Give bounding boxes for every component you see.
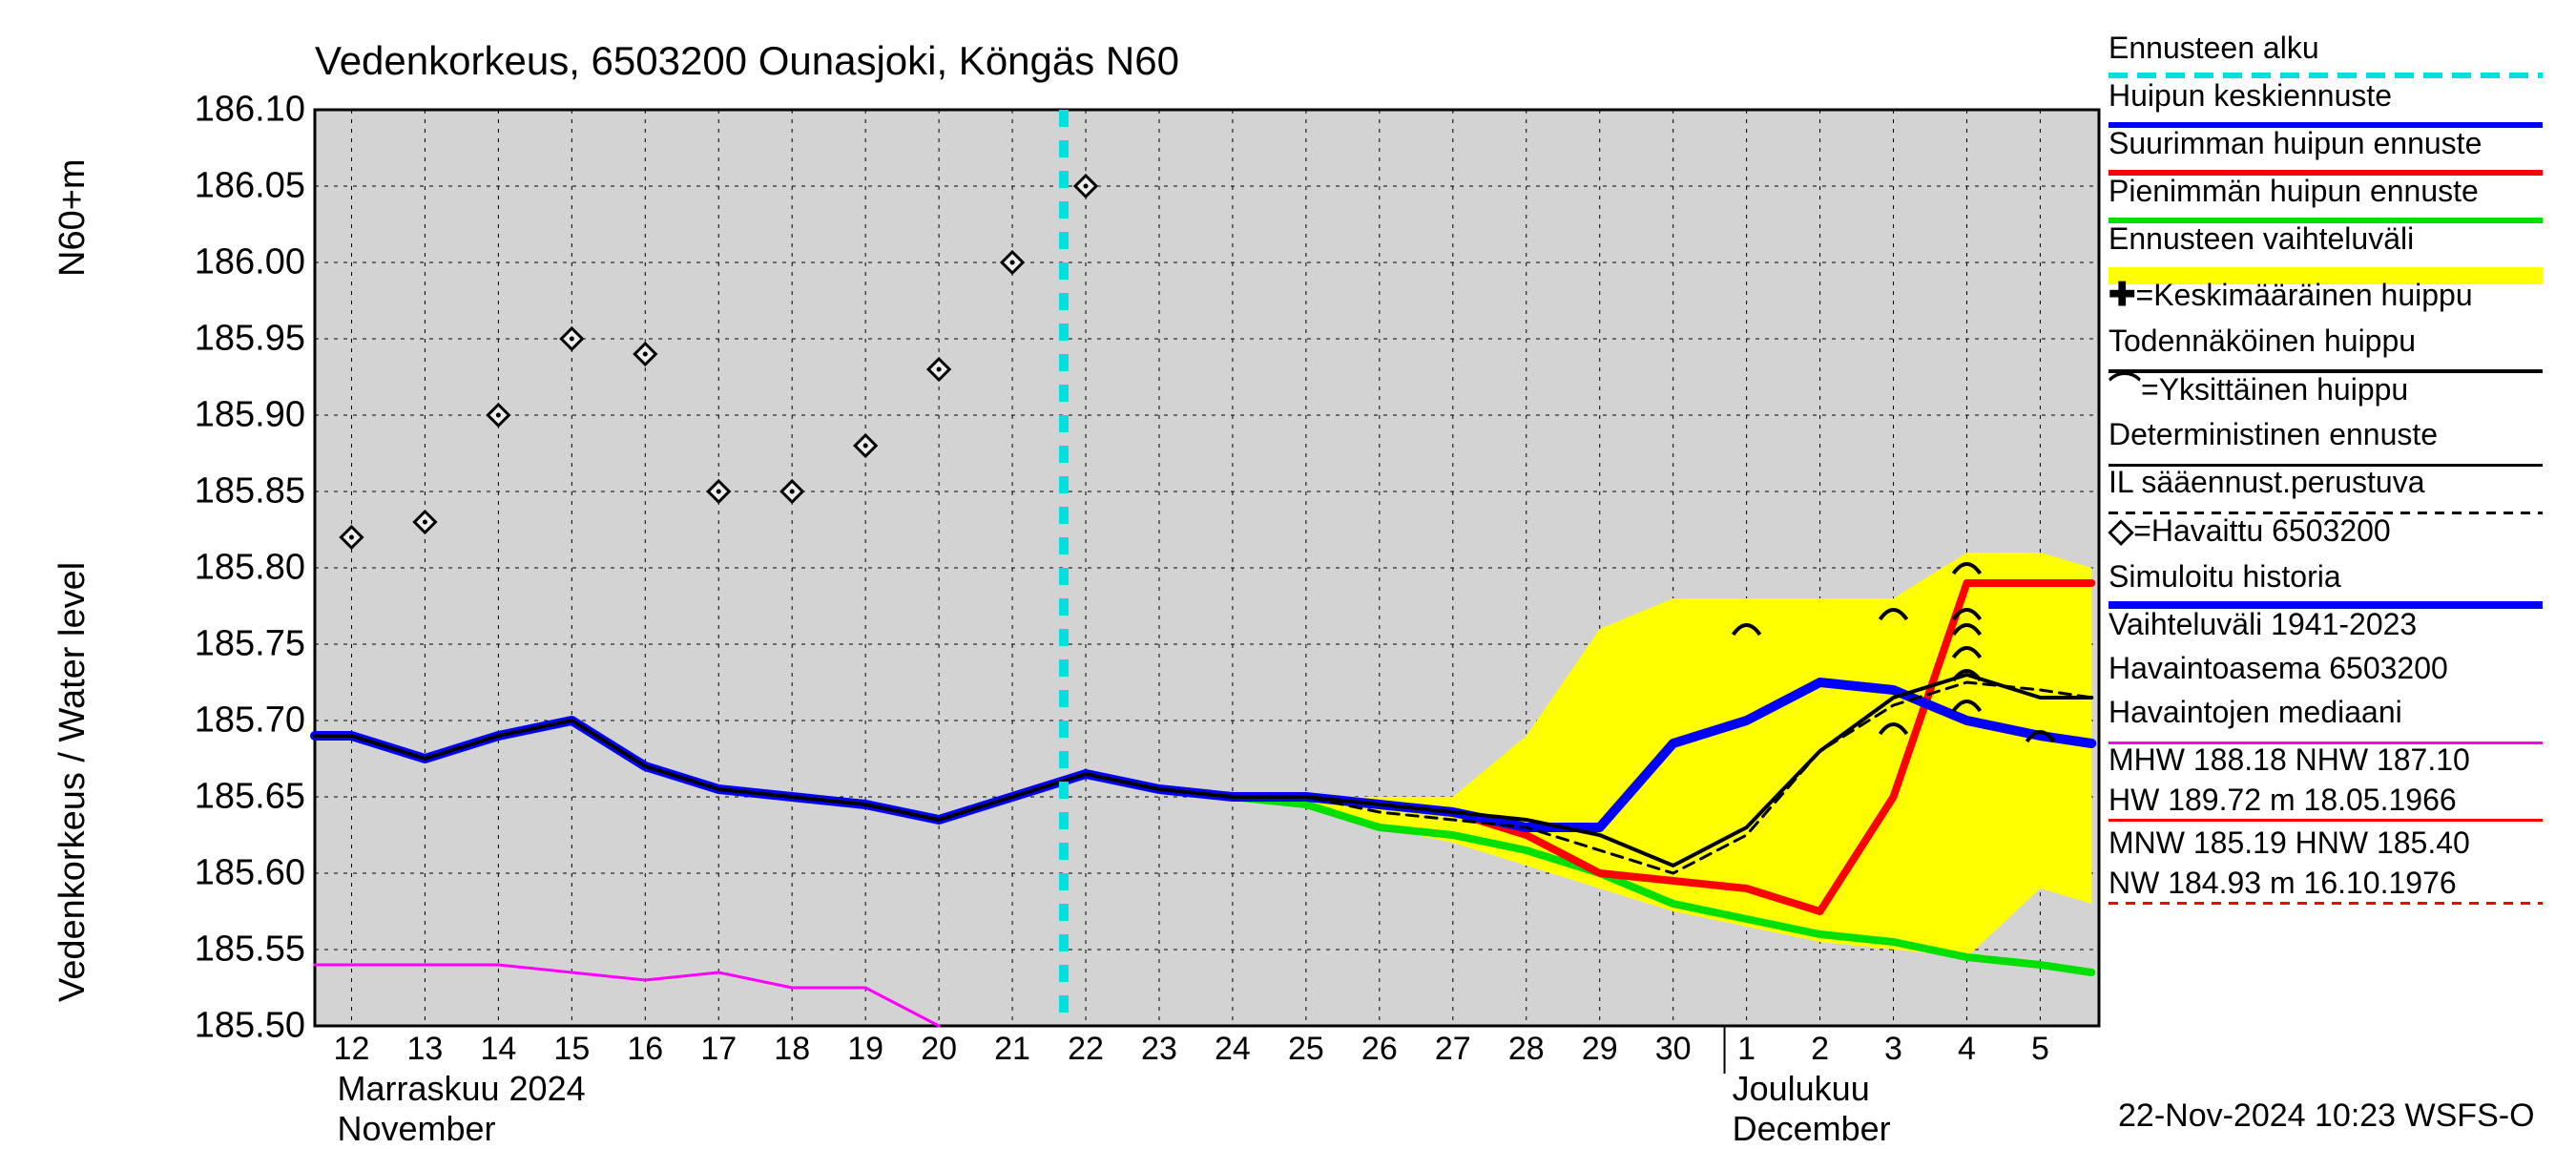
legend-item: Deterministinen ennuste: [2109, 415, 2566, 461]
x-month-label: JoulukuuDecember: [1733, 1069, 1891, 1149]
legend-item: Vaihteluväli 1941-2023: [2109, 605, 2566, 647]
x-tick-label: 15: [553, 1031, 590, 1068]
y-axis-ticks: 185.50185.55185.60185.65185.70185.75185.…: [0, 0, 305, 1145]
x-tick-label: 29: [1582, 1031, 1618, 1068]
chart-container: Vedenkorkeus, 6503200 Ounasjoki, Köngäs …: [0, 0, 2576, 1145]
x-tick-label: 30: [1655, 1031, 1692, 1068]
legend-label: Deterministinen ennuste: [2109, 417, 2438, 451]
legend-symbol-icon: ⌒: [2109, 371, 2141, 407]
legend-item: Simuloitu historia: [2109, 557, 2566, 603]
legend-item: ⌒=Yksittäinen huippu: [2109, 369, 2566, 414]
y-tick-label: 185.75: [0, 624, 305, 665]
x-tick-label: 3: [1884, 1031, 1902, 1068]
legend-label: =Yksittäinen huippu: [2141, 372, 2408, 407]
y-tick-label: 185.55: [0, 930, 305, 971]
sim-history-line: [315, 721, 1086, 820]
x-tick-label: 23: [1141, 1031, 1177, 1068]
legend-symbol-icon: ✚: [2109, 277, 2136, 313]
legend-label: IL sääennust.perustuva: [2109, 465, 2424, 499]
x-axis-ticks: 1213141516171819202122232425262728293012…: [0, 1031, 2576, 1069]
chart-title: Vedenkorkeus, 6503200 Ounasjoki, Köngäs …: [315, 38, 1179, 84]
y-tick-label: 185.95: [0, 319, 305, 360]
x-tick-label: 20: [921, 1031, 957, 1068]
x-tick-label: 5: [2031, 1031, 2049, 1068]
x-month-label: Marraskuu 2024November: [337, 1069, 585, 1149]
x-tick-label: 28: [1508, 1031, 1545, 1068]
plot-svg: [315, 110, 2099, 1026]
legend-label: Havaintojen mediaani: [2109, 695, 2402, 729]
x-tick-label: 1: [1737, 1031, 1755, 1068]
forecast-band: [1086, 553, 2091, 957]
y-tick-label: 185.60: [0, 853, 305, 894]
legend-stat: HW 189.72 m 18.05.1966: [2109, 781, 2566, 819]
x-tick-label: 4: [1958, 1031, 1976, 1068]
legend-label: Suurimman huipun ennuste: [2109, 126, 2482, 160]
legend-label: Havaintoasema 6503200: [2109, 651, 2448, 685]
x-tick-label: 17: [700, 1031, 737, 1068]
x-tick-label: 22: [1068, 1031, 1104, 1068]
legend-symbol-icon: ◇: [2109, 512, 2133, 549]
legend-swatch: [2109, 742, 2543, 744]
x-tick-label: 19: [847, 1031, 883, 1068]
x-tick-label: 16: [627, 1031, 663, 1068]
x-tick-label: 26: [1361, 1031, 1398, 1068]
x-tick-label: 18: [774, 1031, 810, 1068]
legend-item: Havaintoasema 6503200: [2109, 649, 2566, 691]
legend-nw-line: [2109, 902, 2543, 905]
x-tick-label: 24: [1215, 1031, 1251, 1068]
legend-stat: NW 184.93 m 16.10.1976: [2109, 864, 2566, 902]
x-tick-label: 25: [1288, 1031, 1324, 1068]
legend-item: Suurimman huipun ennuste: [2109, 124, 2566, 170]
y-tick-label: 185.65: [0, 777, 305, 818]
x-tick-label: 12: [334, 1031, 370, 1068]
y-tick-label: 186.00: [0, 242, 305, 283]
legend-item: Todennäköinen huippu: [2109, 322, 2566, 367]
legend-item: ◇=Havaittu 6503200: [2109, 511, 2566, 555]
x-tick-label: 27: [1435, 1031, 1471, 1068]
legend-label: =Havaittu 6503200: [2133, 513, 2391, 548]
y-tick-label: 186.10: [0, 90, 305, 131]
legend: Ennusteen alku Huipun keskiennuste Suurimm…: [2109, 29, 2566, 905]
legend-item: Havaintojen mediaani: [2109, 693, 2566, 739]
legend-item: IL sääennust.perustuva: [2109, 463, 2566, 509]
legend-item: Ennusteen alku: [2109, 29, 2566, 74]
legend-item: Ennusteen vaihteluväli: [2109, 219, 2566, 273]
legend-label: Ennusteen alku: [2109, 31, 2319, 65]
x-tick-label: 2: [1811, 1031, 1829, 1068]
legend-label: Pienimmän huipun ennuste: [2109, 174, 2479, 208]
legend-hw-line: [2109, 819, 2543, 822]
legend-item: Pienimmän huipun ennuste: [2109, 172, 2566, 218]
footer-timestamp: 22-Nov-2024 10:23 WSFS-O: [2118, 1097, 2535, 1135]
legend-label: Todennäköinen huippu: [2109, 324, 2416, 358]
x-tick-label: 21: [994, 1031, 1030, 1068]
x-tick-label: 13: [407, 1031, 444, 1068]
legend-label: Simuloitu historia: [2109, 559, 2341, 594]
y-tick-label: 185.90: [0, 395, 305, 436]
y-tick-label: 185.80: [0, 548, 305, 589]
y-tick-label: 185.70: [0, 700, 305, 742]
obs-median-line: [315, 965, 939, 1026]
legend-label: Vaihteluväli 1941-2023: [2109, 607, 2417, 641]
legend-stat: MHW 188.18 NHW 187.10: [2109, 741, 2566, 779]
legend-stat: MNW 185.19 HNW 185.40: [2109, 824, 2566, 862]
y-tick-label: 186.05: [0, 166, 305, 207]
x-tick-label: 14: [480, 1031, 516, 1068]
legend-item: Huipun keskiennuste: [2109, 76, 2566, 122]
y-tick-label: 185.85: [0, 471, 305, 512]
legend-label: =Keskimääräinen huippu: [2136, 278, 2473, 312]
legend-label: Huipun keskiennuste: [2109, 78, 2392, 113]
legend-item: ✚=Keskimääräinen huippu: [2109, 275, 2566, 320]
legend-label: Ennusteen vaihteluväli: [2109, 221, 2414, 256]
